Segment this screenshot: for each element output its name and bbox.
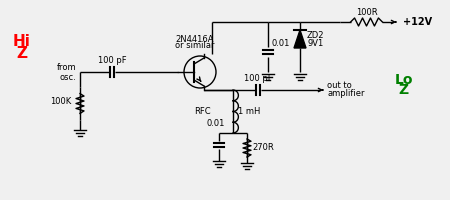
Text: Z: Z (398, 83, 408, 97)
Text: 100 pF: 100 pF (244, 74, 272, 83)
Text: ZD2: ZD2 (307, 30, 324, 40)
Text: Lo: Lo (395, 73, 414, 87)
Text: or similar: or similar (175, 41, 215, 50)
Text: Hi: Hi (13, 34, 31, 49)
Text: 100K: 100K (50, 98, 71, 106)
Polygon shape (294, 30, 306, 48)
Text: 1 mH: 1 mH (238, 107, 261, 116)
Text: RFC: RFC (194, 107, 211, 116)
Text: 100R: 100R (356, 8, 378, 17)
Text: out to: out to (327, 80, 352, 90)
Text: Z: Z (17, 46, 27, 60)
Text: 100 pF: 100 pF (98, 56, 126, 65)
Text: 0.01: 0.01 (272, 40, 290, 48)
Text: +12V: +12V (403, 17, 432, 27)
Text: 270R: 270R (252, 144, 274, 152)
Text: from: from (56, 62, 76, 72)
Text: 9V1: 9V1 (307, 40, 323, 48)
Text: 2N4416A: 2N4416A (176, 35, 214, 44)
Text: amplifier: amplifier (327, 88, 364, 98)
Text: osc.: osc. (59, 72, 76, 82)
Text: 0.01: 0.01 (207, 119, 225, 128)
